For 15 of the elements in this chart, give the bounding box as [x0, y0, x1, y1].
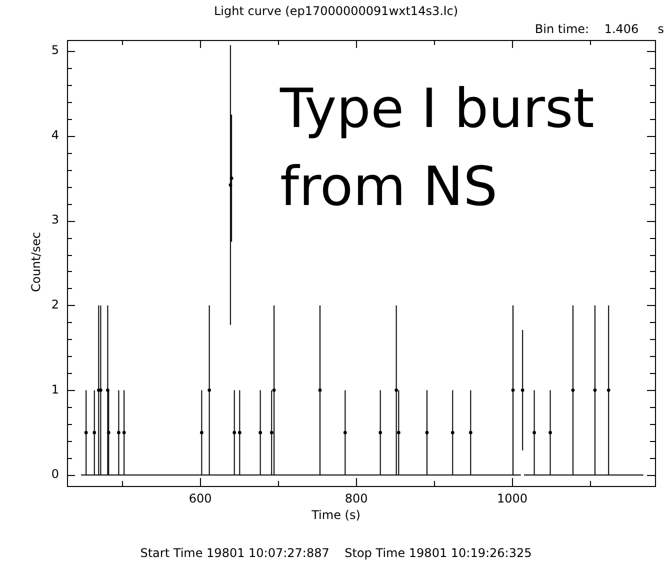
x-tick-label: 600: [188, 491, 212, 506]
y-axis-title: Count/sec: [29, 232, 43, 292]
text: Bin time: 1.406 s: [534, 22, 664, 36]
y-tick-label: 1: [51, 382, 59, 396]
text: Start Time 19801 10:07:27:887 Stop Time 19801 10:19:26:325: [139, 546, 533, 560]
y-tick-label: 5: [51, 43, 59, 58]
y-tick-label: 2: [51, 298, 59, 312]
annotation: Type I burst from NS: [280, 76, 596, 220]
x-axis-title: Time (s): [310, 508, 362, 522]
x-tick-label: 800: [344, 491, 368, 506]
y-tick-label: 0: [51, 467, 59, 482]
y-tick-label: 3: [51, 212, 59, 227]
x-tick-label: 1000: [497, 491, 528, 506]
y-tick-label: 4: [51, 128, 59, 142]
chart-title: Light curve (ep17000000091wxt14s3.lc): [212, 4, 460, 18]
